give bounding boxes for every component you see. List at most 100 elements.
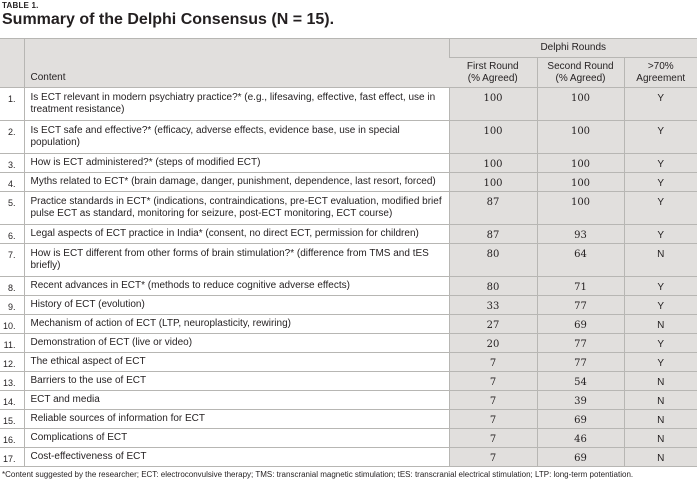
row-number: 6.	[0, 224, 24, 244]
header-first-round-label: First Round	[466, 60, 519, 72]
table-row: 5. Practice standards in ECT* (indication…	[0, 191, 697, 225]
row-content: How is ECT different from other forms of…	[23, 243, 449, 277]
row-first-round-value: 7	[448, 409, 537, 429]
row-number: 14.	[0, 390, 24, 410]
row-first-round-value: 80	[448, 276, 537, 296]
row-agreement-value: Y	[623, 120, 697, 154]
table-row: 12. The ethical aspect of ECT 7 77 Y	[0, 352, 697, 372]
row-content: Complications of ECT	[23, 428, 449, 448]
row-first-round-value: 100	[448, 87, 537, 121]
row-second-round-value: 100	[536, 87, 624, 121]
table-row: 1. Is ECT relevant in modern psychiatry p…	[0, 87, 697, 121]
row-number: 8.	[0, 276, 24, 296]
row-agreement-value: Y	[623, 224, 697, 244]
header-agreement-label: >70%	[647, 60, 674, 72]
row-agreement-value: Y	[623, 295, 697, 315]
row-agreement-value: N	[623, 390, 697, 410]
row-number: 5.	[0, 191, 24, 225]
row-content: Cost-effectiveness of ECT	[23, 447, 449, 467]
row-number: 1.	[0, 87, 24, 121]
row-second-round-value: 77	[536, 333, 624, 353]
row-first-round-value: 100	[448, 120, 537, 154]
row-second-round-value: 100	[536, 120, 624, 154]
header-second-round-label: Second Round	[547, 60, 614, 72]
row-content: Is ECT safe and effective?* (efficacy, a…	[23, 120, 449, 154]
header-second-round: Second Round (% Agreed)	[536, 57, 624, 88]
delphi-consensus-table: Content Delphi Rounds First Round (% Agr…	[0, 38, 697, 467]
table-label: TABLE 1.	[2, 1, 39, 10]
table-row: 3. How is ECT administered?* (steps of mo…	[0, 153, 697, 173]
header-first-round: First Round (% Agreed)	[449, 57, 537, 88]
table-body: 1. Is ECT relevant in modern psychiatry p…	[0, 87, 697, 467]
row-agreement-value: N	[623, 314, 697, 334]
row-content: History of ECT (evolution)	[23, 295, 449, 315]
row-first-round-value: 87	[448, 191, 537, 225]
row-content: Reliable sources of information for ECT	[23, 409, 449, 429]
row-first-round-value: 7	[448, 447, 537, 467]
row-agreement-value: N	[623, 447, 697, 467]
table-row: 10. Mechanism of action of ECT (LTP, neur…	[0, 314, 697, 334]
row-number: 7.	[0, 243, 24, 277]
header-second-round-sub: (% Agreed)	[555, 72, 606, 84]
row-agreement-value: Y	[623, 87, 697, 121]
row-number: 17.	[0, 447, 24, 467]
row-agreement-value: N	[623, 409, 697, 429]
row-number: 13.	[0, 371, 24, 391]
row-second-round-value: 39	[536, 390, 624, 410]
table-row: 14. ECT and media 7 39 N	[0, 390, 697, 410]
row-content: Is ECT relevant in modern psychiatry pra…	[23, 87, 449, 121]
row-second-round-value: 77	[536, 295, 624, 315]
header-delphi-rounds: Delphi Rounds	[448, 38, 697, 58]
row-number: 12.	[0, 352, 24, 372]
row-second-round-value: 100	[536, 153, 624, 173]
row-first-round-value: 100	[448, 153, 537, 173]
row-first-round-value: 100	[448, 172, 537, 192]
row-first-round-value: 20	[448, 333, 537, 353]
row-content: Barriers to the use of ECT	[23, 371, 449, 391]
row-number: 4.	[0, 172, 24, 192]
row-content: Mechanism of action of ECT (LTP, neuropl…	[23, 314, 449, 334]
table-row: 16. Complications of ECT 7 46 N	[0, 428, 697, 448]
table-row: 7. How is ECT different from other forms …	[0, 243, 697, 277]
table-row: 2. Is ECT safe and effective?* (efficacy,…	[0, 120, 697, 154]
row-second-round-value: 54	[536, 371, 624, 391]
row-agreement-value: Y	[623, 333, 697, 353]
table-title: Summary of the Delphi Consensus (N = 15)…	[2, 11, 335, 28]
row-second-round-value: 69	[536, 447, 624, 467]
row-number: 10.	[0, 314, 24, 334]
row-second-round-value: 46	[536, 428, 624, 448]
row-number: 9.	[0, 295, 24, 315]
row-number: 3.	[0, 153, 24, 173]
row-second-round-value: 64	[536, 243, 624, 277]
row-agreement-value: N	[623, 243, 697, 277]
table-row: 4. Myths related to ECT* (brain damage, d…	[0, 172, 697, 192]
row-content: ECT and media	[23, 390, 449, 410]
header-first-round-sub: (% Agreed)	[467, 72, 518, 84]
row-content: Legal aspects of ECT practice in India* …	[23, 224, 449, 244]
header-content: Content	[23, 38, 449, 88]
row-content: Recent advances in ECT* (methods to redu…	[23, 276, 449, 296]
footnote: *Content suggested by the researcher; EC…	[2, 470, 634, 479]
table-row: 6. Legal aspects of ECT practice in India…	[0, 224, 697, 244]
header-agreement-sub: Agreement	[636, 72, 686, 84]
table-row: 15. Reliable sources of information for E…	[0, 409, 697, 429]
row-agreement-value: Y	[623, 191, 697, 225]
row-agreement-value: Y	[623, 276, 697, 296]
row-first-round-value: 7	[448, 390, 537, 410]
row-content: Myths related to ECT* (brain damage, dan…	[23, 172, 449, 192]
table-row: 13. Barriers to the use of ECT 7 54 N	[0, 371, 697, 391]
table-row: 17. Cost-effectiveness of ECT 7 69 N	[0, 447, 697, 467]
row-content: Demonstration of ECT (live or video)	[23, 333, 449, 353]
header-agreement: >70% Agreement	[623, 57, 697, 88]
table-row: 8. Recent advances in ECT* (methods to re…	[0, 276, 697, 296]
row-first-round-value: 33	[448, 295, 537, 315]
row-number: 15.	[0, 409, 24, 429]
row-second-round-value: 100	[536, 191, 624, 225]
row-second-round-value: 69	[536, 409, 624, 429]
row-second-round-value: 71	[536, 276, 624, 296]
row-first-round-value: 7	[448, 371, 537, 391]
row-second-round-value: 100	[536, 172, 624, 192]
row-agreement-value: Y	[623, 352, 697, 372]
row-first-round-value: 7	[448, 428, 537, 448]
row-content: The ethical aspect of ECT	[23, 352, 449, 372]
